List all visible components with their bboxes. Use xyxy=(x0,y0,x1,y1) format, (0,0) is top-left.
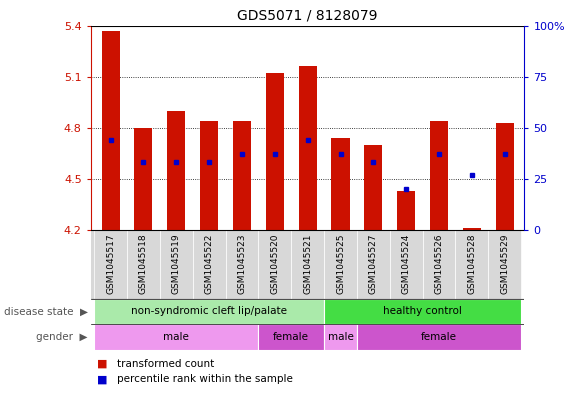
Text: GSM1045521: GSM1045521 xyxy=(303,233,312,294)
Bar xyxy=(390,230,423,299)
Text: percentile rank within the sample: percentile rank within the sample xyxy=(117,374,293,384)
Text: GSM1045527: GSM1045527 xyxy=(369,233,378,294)
Bar xyxy=(455,230,488,299)
Text: GSM1045519: GSM1045519 xyxy=(172,233,180,294)
Text: disease state  ▶: disease state ▶ xyxy=(4,307,88,316)
Bar xyxy=(291,230,324,299)
Bar xyxy=(364,145,383,230)
Bar xyxy=(496,123,514,230)
Text: male: male xyxy=(328,332,353,342)
Text: healthy control: healthy control xyxy=(383,307,462,316)
Text: transformed count: transformed count xyxy=(117,358,214,369)
Bar xyxy=(127,230,160,299)
Bar xyxy=(134,128,152,230)
Bar xyxy=(324,230,357,299)
Text: ■: ■ xyxy=(97,358,107,369)
Bar xyxy=(233,121,251,230)
Bar xyxy=(160,230,193,299)
Text: GSM1045525: GSM1045525 xyxy=(336,233,345,294)
Title: GDS5071 / 8128079: GDS5071 / 8128079 xyxy=(237,9,378,23)
Bar xyxy=(200,121,218,230)
Text: GSM1045526: GSM1045526 xyxy=(435,233,444,294)
Bar xyxy=(94,299,324,324)
Text: female: female xyxy=(273,332,309,342)
Bar xyxy=(94,230,127,299)
Bar xyxy=(357,230,390,299)
Text: GSM1045517: GSM1045517 xyxy=(106,233,115,294)
Text: GSM1045528: GSM1045528 xyxy=(468,233,476,294)
Bar xyxy=(94,324,258,350)
Bar xyxy=(430,121,448,230)
Bar xyxy=(397,191,415,230)
Text: male: male xyxy=(163,332,189,342)
Bar xyxy=(332,138,349,230)
Bar xyxy=(463,228,481,230)
Bar xyxy=(167,111,185,230)
Text: GSM1045529: GSM1045529 xyxy=(500,233,509,294)
Text: female: female xyxy=(421,332,457,342)
Bar xyxy=(101,31,120,230)
Text: ■: ■ xyxy=(97,374,107,384)
Bar xyxy=(324,324,357,350)
Bar xyxy=(226,230,258,299)
Text: gender  ▶: gender ▶ xyxy=(36,332,88,342)
Text: non-syndromic cleft lip/palate: non-syndromic cleft lip/palate xyxy=(131,307,287,316)
Bar xyxy=(193,230,226,299)
Bar xyxy=(258,230,291,299)
Bar xyxy=(488,230,521,299)
Text: GSM1045520: GSM1045520 xyxy=(270,233,280,294)
Bar xyxy=(324,299,521,324)
Bar xyxy=(299,66,316,230)
Text: GSM1045524: GSM1045524 xyxy=(402,233,411,294)
Bar xyxy=(266,73,284,230)
Bar xyxy=(357,324,521,350)
Text: GSM1045522: GSM1045522 xyxy=(205,233,213,294)
Text: GSM1045518: GSM1045518 xyxy=(139,233,148,294)
Text: GSM1045523: GSM1045523 xyxy=(237,233,247,294)
Bar xyxy=(423,230,455,299)
Bar xyxy=(258,324,324,350)
